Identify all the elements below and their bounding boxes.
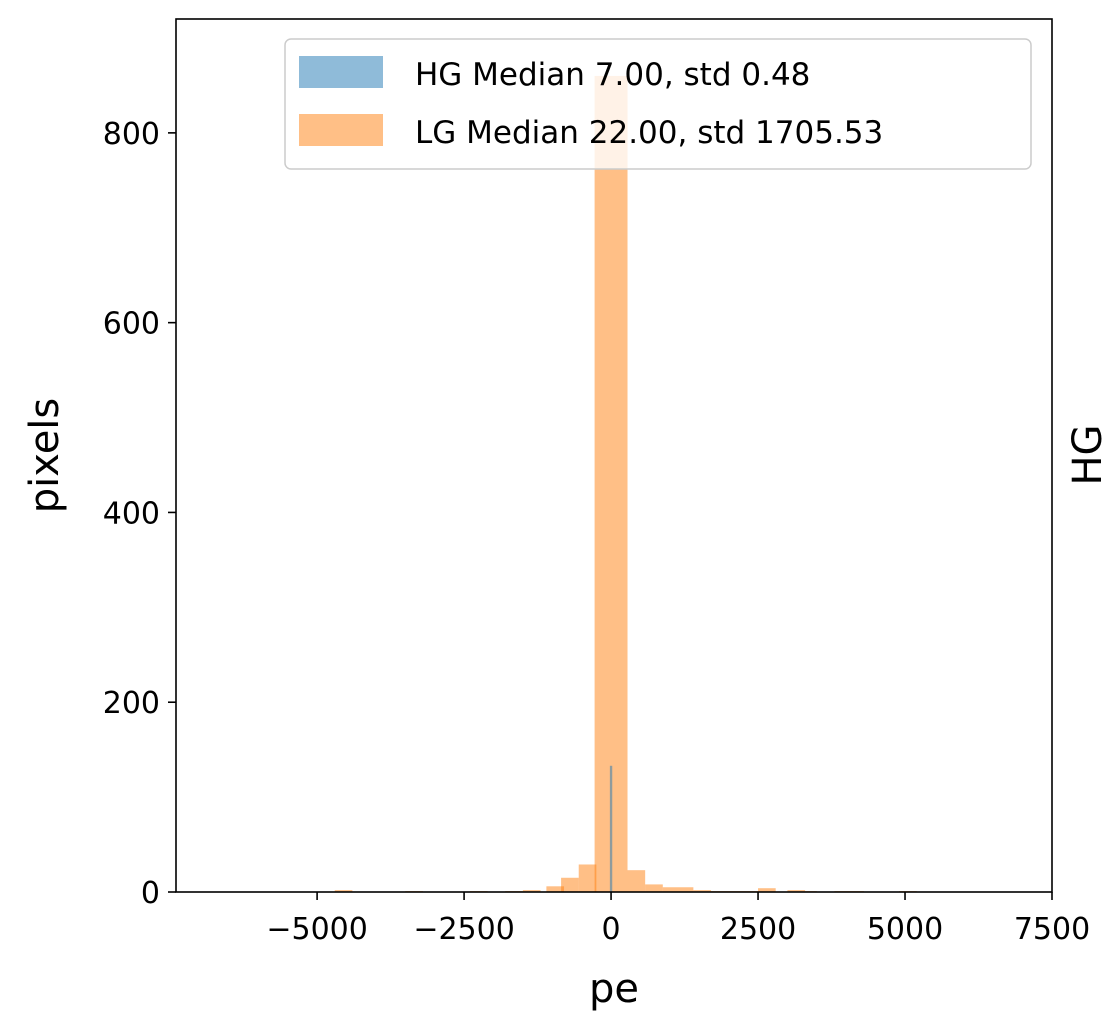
lg-bar-0 [334,890,353,892]
lg-bar-12 [693,890,712,892]
y-tick-label-3: 600 [103,307,160,342]
lg-bar-5 [546,886,565,892]
y-tick-label-0: 0 [141,876,160,911]
lg-bar-4 [522,890,541,892]
lg-bar-11 [662,887,694,892]
lg-bar-9 [627,870,646,892]
x-ticks: −5000 −2500 0 2500 5000 7500 [266,892,1090,947]
lg-bar-8 [594,75,628,892]
x-tick-label-1: −2500 [413,912,514,947]
legend-swatch-hg [299,56,383,88]
lg-bar-6 [561,877,579,892]
y-tick-label-1: 200 [103,686,160,721]
x-tick-label-3: 2500 [720,912,796,947]
x-tick-label-2: 0 [602,912,621,947]
y-tick-label-4: 800 [103,117,160,152]
lg-bar-16 [758,888,776,892]
plot-frame [175,18,1053,893]
legend-label-lg: LG Median 22.00, std 1705.53 [415,115,883,151]
y-tick-label-2: 400 [103,496,160,531]
legend-swatch-lg [299,114,383,146]
y-ticks: 0 200 400 600 800 [103,117,176,911]
y-axis-label: pixels [22,398,68,514]
x-axis-label: pe [589,966,639,1011]
x-tick-label-4: 5000 [867,912,943,947]
lg-bar-7 [578,864,597,892]
right-axis-label: HG [1065,424,1108,485]
legend-label-hg: HG Median 7.00, std 0.48 [415,57,810,93]
lg-bar-10 [645,884,663,892]
legend: HG Median 7.00, std 0.48 LG Median 22.00,… [284,38,1032,170]
bars-layer [334,75,917,892]
legend-frame [284,38,1032,170]
x-tick-label-5: 7500 [1014,912,1090,947]
x-tick-label-0: −5000 [266,912,367,947]
lg-bar-17 [787,890,806,892]
hg-bar-0 [609,765,613,892]
